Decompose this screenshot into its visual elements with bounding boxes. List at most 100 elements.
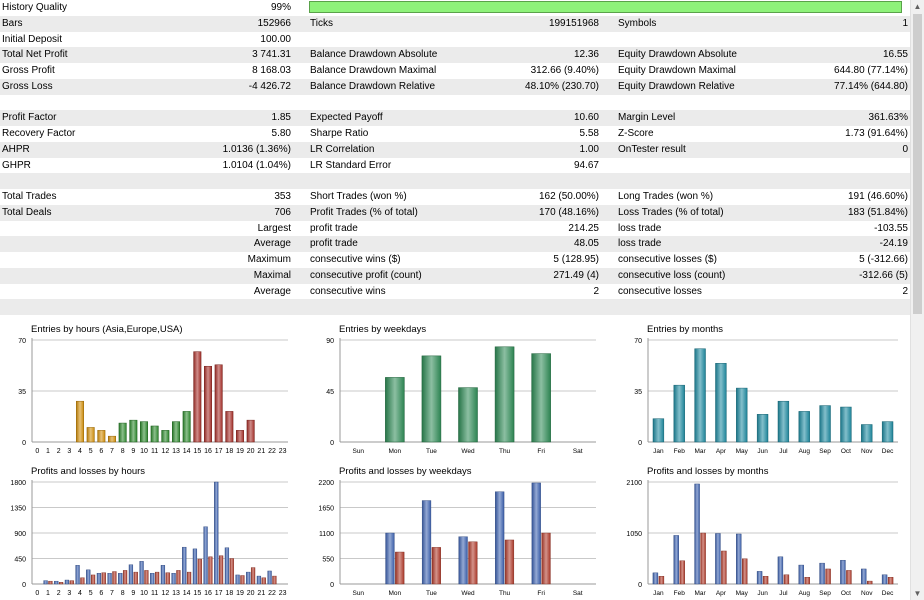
x-tick-label: 12: [161, 448, 169, 455]
chart-pl-months: Profits and losses by months 0 1050 2100 Jan…: [626, 466, 898, 597]
stat-row: Total Net Profit 3 741.31 Balance Drawdown…: [0, 47, 910, 63]
loss-bar: [783, 574, 790, 585]
test-report: History Quality 99% Bars 152966 Ticks 1991519…: [0, 1, 910, 315]
stat-label: Initial Deposit: [2, 33, 63, 45]
x-tick-label: 21: [257, 448, 265, 455]
stat-label: Ticks: [310, 17, 333, 29]
chart-entries-months: Entries by months 0 35 70 Jan Feb Mar Apr May Jun…: [634, 324, 898, 455]
stat-label: GHPR: [2, 159, 31, 171]
stat-row: GHPR 1.0104 (1.04%) LR Standard Error 94.67: [0, 158, 910, 174]
x-tick-label: 13: [172, 590, 180, 597]
profit-bar: [171, 573, 176, 585]
stat-value: 16.55: [882, 49, 908, 61]
bar: [861, 424, 873, 443]
stat-label: Total Net Profit: [2, 49, 68, 61]
bar: [150, 425, 159, 443]
loss-bar: [468, 541, 478, 585]
loss-bar: [165, 572, 170, 585]
y-tick-label: 1650: [318, 506, 334, 513]
bar: [129, 419, 138, 443]
stat-label: Average: [253, 238, 291, 250]
profit-bar: [160, 565, 166, 585]
x-tick-label: 9: [131, 590, 135, 597]
profit-bar: [756, 571, 763, 585]
y-tick-label: 2200: [318, 480, 334, 487]
stat-label: Equity Drawdown Absolute: [618, 49, 737, 61]
x-tick-label: 21: [257, 590, 265, 597]
stat-row: Total Deals 706 Profit Trades (% of total)…: [0, 204, 910, 221]
stat-value: 5 (-312.66): [859, 254, 908, 265]
stat-label: Largest: [257, 222, 291, 234]
bar: [108, 435, 116, 443]
bar: [694, 348, 706, 443]
chart-pl-weekdays: Profits and losses by weekdays 0 550 1100 16…: [318, 466, 596, 597]
bar: [673, 384, 685, 443]
x-tick-label: Mar: [694, 448, 706, 455]
x-tick-label: 19: [236, 590, 244, 597]
x-tick-label: Jul: [779, 448, 788, 455]
scroll-down-arrow-icon[interactable]: ▼: [913, 589, 922, 598]
bar: [715, 363, 727, 443]
profit-bar: [267, 570, 272, 585]
vertical-scrollbar[interactable]: ▲ ▼: [910, 0, 924, 600]
profit-bar: [715, 533, 721, 585]
scroll-up-arrow-icon[interactable]: ▲: [913, 2, 922, 11]
y-tick-label: 0: [638, 582, 642, 589]
bar: [97, 430, 106, 443]
y-tick-label: 45: [326, 389, 334, 396]
x-tick-label: Sep: [819, 448, 831, 455]
stat-label: LR Standard Error: [310, 159, 392, 171]
loss-bar: [90, 574, 96, 585]
x-tick-label: 7: [110, 590, 114, 597]
stat-label: AHPR: [2, 143, 30, 155]
x-tick-label: Mon: [389, 448, 402, 455]
profit-bar: [107, 573, 112, 585]
stat-label: Average: [253, 285, 291, 297]
stat-label: Short Trades (won %): [310, 191, 407, 202]
bar: [172, 421, 180, 443]
loss-bar: [658, 576, 665, 585]
x-tick-label: 23: [279, 590, 287, 597]
x-tick-label: 12: [161, 590, 169, 597]
stat-label: Balance Drawdown Absolute: [310, 49, 438, 61]
x-tick-label: Jan: [653, 590, 664, 597]
bar: [86, 427, 95, 443]
x-tick-label: 3: [67, 590, 71, 597]
profit-bar: [777, 556, 784, 585]
loss-bar: [80, 577, 85, 585]
stat-label: profit trade: [310, 238, 358, 250]
y-tick-label: 2100: [626, 480, 642, 487]
stat-value: 94.67: [573, 159, 599, 171]
stat-value: 183 (51.84%): [847, 206, 908, 218]
spacer-row: [0, 95, 910, 111]
bar: [236, 430, 244, 443]
stat-row: Recovery Factor 5.80 Sharpe Ratio 5.58 Z-Sco…: [0, 126, 910, 142]
profit-bar: [150, 573, 155, 585]
profit-bar: [182, 546, 187, 585]
x-tick-label: 7: [110, 448, 114, 455]
bar: [881, 421, 894, 443]
scroll-thumb[interactable]: [913, 14, 922, 314]
stat-value: 10.60: [573, 112, 599, 124]
loss-bar: [208, 556, 213, 585]
x-tick-label: Sun: [352, 590, 364, 597]
stat-label: consecutive losses: [618, 285, 702, 297]
stat-value: 361.63%: [868, 112, 908, 124]
x-tick-label: 6: [99, 590, 103, 597]
chart-entries-hours: Entries by hours (Asia,Europe,USA)035700…: [18, 324, 288, 455]
stat-row: Maximum consecutive wins ($) 5 (128.95) con…: [0, 252, 910, 268]
stat-row: Gross Profit 8 168.03 Balance Drawdown Max…: [0, 63, 910, 79]
x-tick-label: Sat: [573, 448, 583, 455]
stat-label: Equity Drawdown Relative: [618, 80, 735, 92]
stat-value: -4 426.72: [248, 80, 291, 92]
loss-bar: [218, 555, 224, 585]
bar: [140, 421, 148, 443]
stat-label: Balance Drawdown Relative: [310, 80, 436, 92]
chart-title: Entries by hours (Asia,Europe,USA): [31, 324, 183, 335]
x-tick-label: 0: [35, 448, 39, 455]
x-tick-label: 22: [268, 590, 276, 597]
x-tick-label: Wed: [461, 448, 475, 455]
x-tick-label: Feb: [674, 448, 686, 455]
bar: [756, 414, 769, 443]
x-tick-label: Thu: [499, 448, 511, 455]
